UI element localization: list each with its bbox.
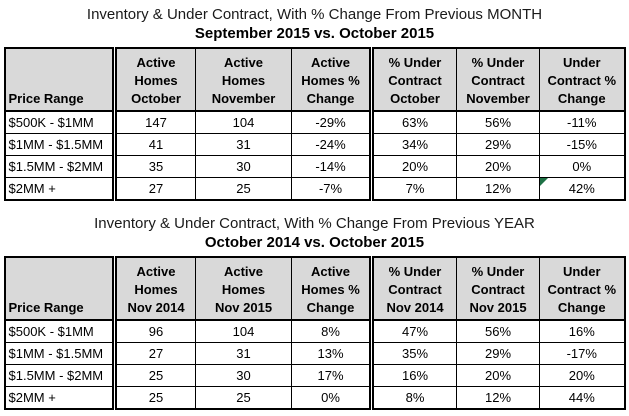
table-cell: 12%: [456, 177, 540, 201]
table-cell-value: 42%: [568, 181, 595, 196]
table-cell: 56%: [456, 319, 540, 343]
column-header-pct-under-contract-nov-2015: % Under Contract Nov 2015: [456, 256, 540, 321]
table-cell: 13%: [291, 342, 374, 365]
table-cell: 17%: [291, 364, 374, 387]
month-table: Price Range Active Homes October Active …: [3, 47, 626, 201]
column-header-under-contract-pct-change: Under Contract % Change: [539, 47, 625, 112]
table-cell: 31: [195, 133, 292, 156]
table-row: $1MM - $1.5MM 41 31 -24% 34% 29% -15%: [4, 133, 625, 156]
table-cell: -24%: [291, 133, 374, 156]
table-cell: 35%: [371, 342, 457, 365]
year-table-header-row: Price Range Active Homes Nov 2014 Active…: [4, 256, 625, 321]
table-row: $1.5MM - $2MM 25 30 17% 16% 20% 20%: [4, 364, 625, 387]
table-cell: 56%: [456, 110, 540, 134]
year-table-subtitle: October 2014 vs. October 2015: [204, 234, 425, 251]
column-header-active-homes-nov-2015: Active Homes Nov 2015: [195, 256, 292, 321]
table-cell: -14%: [291, 155, 374, 178]
table-row: $2MM + 25 25 0% 8% 12% 44%: [4, 386, 625, 410]
month-table-subtitle: September 2015 vs. October 2015: [194, 25, 435, 42]
table-cell: 8%: [371, 386, 457, 410]
year-table-title: Inventory & Under Contract, With % Chang…: [94, 215, 535, 232]
row-label: $1MM - $1.5MM: [4, 133, 117, 156]
table-cell: 104: [195, 110, 292, 134]
table-row: $500K - $1MM 147 104 -29% 63% 56% -11%: [4, 110, 625, 134]
table-cell: 16%: [371, 364, 457, 387]
row-label: $2MM +: [4, 177, 117, 201]
table-cell: 25: [195, 177, 292, 201]
table-cell: 27: [114, 342, 196, 365]
column-header-under-contract-pct-change: Under Contract % Change: [539, 256, 625, 321]
table-cell: 20%: [539, 364, 625, 387]
row-label: $1.5MM - $2MM: [4, 155, 117, 178]
column-header-pct-under-contract-november: % Under Contract November: [456, 47, 540, 112]
table-cell: 47%: [371, 319, 457, 343]
table-cell: 25: [195, 386, 292, 410]
row-label: $500K - $1MM: [4, 110, 117, 134]
table-cell: 25: [114, 364, 196, 387]
table-cell: 96: [114, 319, 196, 343]
table-cell: 29%: [456, 342, 540, 365]
table-cell: -29%: [291, 110, 374, 134]
table-cell: 41: [114, 133, 196, 156]
table-cell: 104: [195, 319, 292, 343]
table-cell: 35: [114, 155, 196, 178]
table-cell: 20%: [456, 364, 540, 387]
table-row: $2MM + 27 25 -7% 7% 12% 42%: [4, 177, 625, 201]
table-cell: 0%: [539, 155, 625, 178]
column-header-active-homes-nov-2014: Active Homes Nov 2014: [114, 256, 196, 321]
table-row: $1.5MM - $2MM 35 30 -14% 20% 20% 0%: [4, 155, 625, 178]
month-table-header-row: Price Range Active Homes October Active …: [4, 47, 625, 112]
table-row: $1MM - $1.5MM 27 31 13% 35% 29% -17%: [4, 342, 625, 365]
column-header-price-range: Price Range: [4, 256, 117, 321]
column-header-price-range: Price Range: [4, 47, 117, 112]
table-cell: -17%: [539, 342, 625, 365]
table-cell: 7%: [371, 177, 457, 201]
table-cell: -15%: [539, 133, 625, 156]
table-cell: 34%: [371, 133, 457, 156]
column-header-pct-under-contract-october: % Under Contract October: [371, 47, 457, 112]
year-table: Price Range Active Homes Nov 2014 Active…: [3, 256, 626, 410]
table-cell: 25: [114, 386, 196, 410]
table-cell-flagged: 42%: [539, 177, 625, 201]
row-label: $1.5MM - $2MM: [4, 364, 117, 387]
table-cell: 63%: [371, 110, 457, 134]
table-cell: 16%: [539, 319, 625, 343]
row-label: $1MM - $1.5MM: [4, 342, 117, 365]
column-header-active-homes-october: Active Homes October: [114, 47, 196, 112]
table-cell: 147: [114, 110, 196, 134]
table-cell: 29%: [456, 133, 540, 156]
column-header-active-homes-pct-change: Active Homes % Change: [291, 47, 374, 112]
table-cell: 0%: [291, 386, 374, 410]
year-section: Inventory & Under Contract, With % Chang…: [0, 214, 629, 410]
column-header-active-homes-pct-change: Active Homes % Change: [291, 256, 374, 321]
row-label: $500K - $1MM: [4, 319, 117, 343]
column-header-active-homes-november: Active Homes November: [195, 47, 292, 112]
table-cell: 12%: [456, 386, 540, 410]
table-cell: -7%: [291, 177, 374, 201]
table-cell: 30: [195, 155, 292, 178]
table-cell: 8%: [291, 319, 374, 343]
month-section: Inventory & Under Contract, With % Chang…: [0, 5, 629, 201]
table-cell: 44%: [539, 386, 625, 410]
row-label: $2MM +: [4, 386, 117, 410]
table-cell: -11%: [539, 110, 625, 134]
table-cell: 20%: [456, 155, 540, 178]
table-cell: 30: [195, 364, 292, 387]
table-cell: 27: [114, 177, 196, 201]
table-cell: 31: [195, 342, 292, 365]
table-cell: 20%: [371, 155, 457, 178]
table-row: $500K - $1MM 96 104 8% 47% 56% 16%: [4, 319, 625, 343]
month-table-title: Inventory & Under Contract, With % Chang…: [86, 6, 543, 23]
column-header-pct-under-contract-nov-2014: % Under Contract Nov 2014: [371, 256, 457, 321]
excel-error-indicator-icon: [540, 178, 548, 186]
